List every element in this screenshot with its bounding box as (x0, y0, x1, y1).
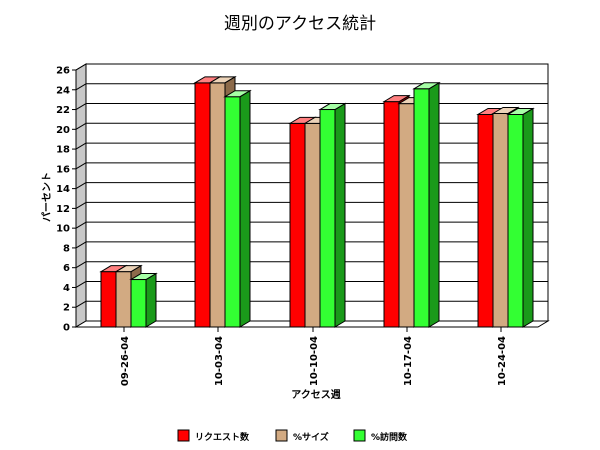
legend-item: リクエスト数 (177, 429, 250, 443)
gridline (75, 201, 87, 209)
gridline (75, 182, 87, 190)
bar (318, 102, 347, 328)
bar-front (289, 122, 306, 328)
legend: リクエスト数 %サイズ %訪問数 (177, 429, 408, 443)
y-axis-label: パーセント (41, 172, 53, 222)
x-tick-label: 10-17-04 (403, 336, 414, 386)
bar-top (506, 107, 535, 115)
gridline (75, 241, 87, 249)
y-tick-label: 6 (63, 263, 70, 274)
legend-label: リクエスト数 (195, 431, 250, 443)
bar-front (383, 101, 400, 328)
bar-top (412, 82, 441, 90)
gridline (75, 63, 87, 71)
y-tick-label: 4 (63, 283, 70, 294)
bar-front (224, 96, 241, 328)
bar (223, 89, 252, 328)
legend-swatch (275, 429, 288, 442)
bar-front (413, 88, 430, 328)
bar-side (334, 102, 346, 328)
bar (412, 81, 441, 328)
bar-front (115, 271, 132, 328)
y-tick-label: 20 (56, 125, 70, 136)
y-tick-label: 16 (56, 164, 70, 175)
x-tick-label: 09-26-04 (120, 336, 131, 386)
legend-item: %サイズ (275, 429, 329, 443)
x-axis-label: アクセス週 (291, 389, 341, 401)
x-tick-label: 10-24-04 (497, 336, 508, 386)
x-tick-label: 10-10-04 (309, 336, 320, 386)
bar (129, 272, 158, 328)
legend-label: %サイズ (293, 431, 329, 443)
legend-item: %訪問数 (353, 429, 408, 443)
y-tick-label: 2 (63, 303, 70, 314)
x-axis-ticks: 09-26-04 10-03-04 10-10-04 10-17-04 10-24-04 (120, 327, 508, 386)
legend-swatch (353, 429, 366, 442)
bar-side (145, 272, 157, 328)
gridline (75, 103, 87, 110)
y-tick-label: 0 (63, 323, 70, 334)
bar-side (428, 81, 440, 328)
gridline (75, 281, 87, 288)
y-tick-label: 26 (56, 66, 70, 77)
bar-front (194, 82, 211, 328)
bar-front (319, 109, 336, 328)
bar (506, 107, 535, 328)
bar-side (522, 107, 534, 328)
bar-top (318, 103, 347, 111)
bar-top (129, 273, 158, 281)
bar-top (208, 76, 237, 84)
gridline (75, 162, 87, 170)
bar-top (114, 265, 143, 273)
bar-front (507, 113, 524, 328)
bar-side (239, 89, 251, 328)
left-wall (75, 63, 87, 328)
bar-front (304, 122, 321, 328)
bar-front (398, 103, 415, 328)
bar-front (130, 279, 147, 328)
x-tick-label: 10-03-04 (214, 336, 225, 386)
bar-front (492, 112, 509, 328)
bar-top (223, 90, 252, 98)
gridline (75, 142, 87, 150)
gridline (75, 300, 87, 308)
y-tick-label: 22 (56, 105, 70, 116)
y-tick-label: 18 (56, 145, 70, 156)
y-tick-label: 12 (56, 204, 70, 215)
chart-title: 週別のアクセス統計 (224, 14, 376, 34)
gridline (75, 221, 87, 229)
gridline (75, 122, 87, 130)
legend-label: %訪問数 (371, 431, 408, 443)
y-tick-label: 14 (56, 184, 70, 195)
y-tick-label: 8 (63, 243, 70, 254)
bar-front (477, 113, 494, 328)
y-tick-label: 10 (56, 224, 70, 235)
bars (99, 75, 535, 328)
bar-front (209, 82, 226, 328)
y-tick-label: 24 (56, 85, 70, 96)
gridline (75, 261, 87, 269)
bar-front (100, 271, 117, 328)
bar-top (382, 95, 411, 103)
bar-top (491, 106, 520, 114)
legend-swatch (177, 429, 190, 442)
gridline (75, 83, 87, 91)
